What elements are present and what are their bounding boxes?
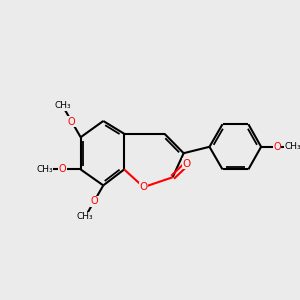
- Text: CH₃: CH₃: [36, 165, 53, 174]
- Text: O: O: [91, 196, 98, 206]
- Text: CH₃: CH₃: [77, 212, 94, 221]
- Text: CH₃: CH₃: [285, 142, 300, 151]
- Text: CH₃: CH₃: [54, 101, 71, 110]
- Text: O: O: [59, 164, 67, 174]
- Text: O: O: [140, 182, 148, 192]
- Text: O: O: [68, 117, 76, 127]
- Text: O: O: [183, 159, 191, 169]
- Text: O: O: [273, 142, 281, 152]
